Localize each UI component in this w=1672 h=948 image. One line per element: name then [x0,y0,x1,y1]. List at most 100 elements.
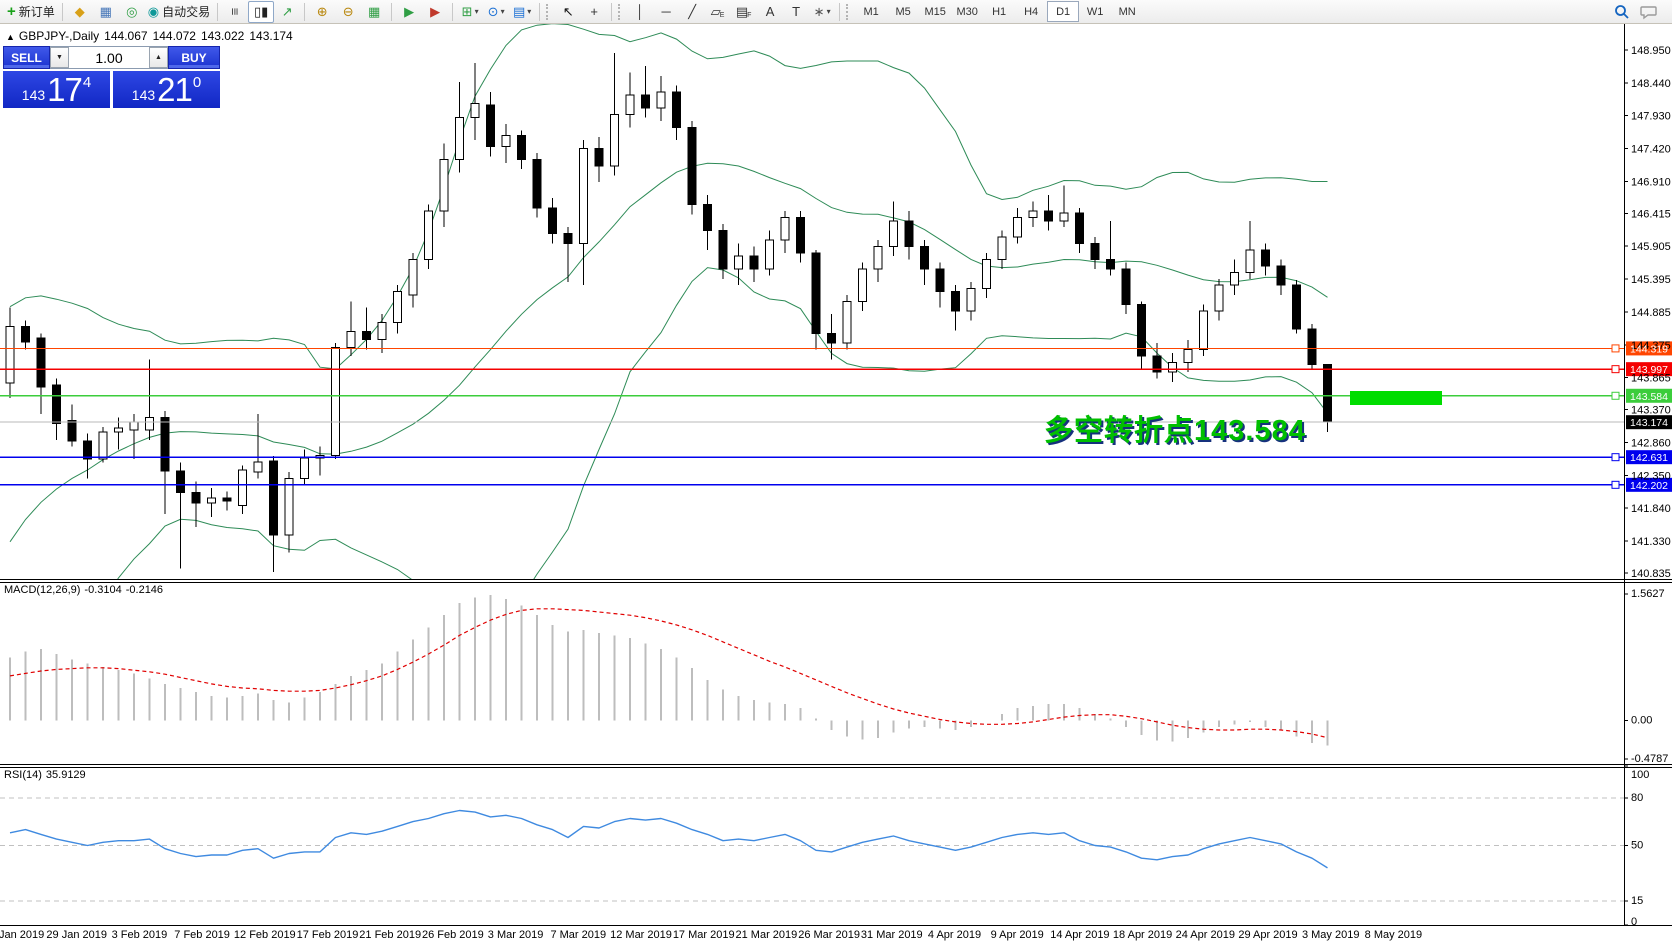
price-tick-label: 143.865 [1631,373,1671,385]
line-handle[interactable] [1611,344,1620,353]
timeframe-m5-button[interactable]: M5 [895,5,911,18]
volume-input[interactable]: 1.00 [69,47,149,68]
cursor-button[interactable]: ↖ [555,1,581,23]
periods-button[interactable]: ⊙ ▾ [483,1,509,23]
cursor-icon: ↖ [562,4,574,19]
bar-chart-type-button[interactable]: ≡ [222,1,248,23]
text-label-icon: T [792,4,801,19]
date-tick-label: 3 Mar 2019 [488,929,544,941]
horizontal-line-button[interactable]: ─ [653,1,679,23]
date-tick-label: 17 Feb 2019 [297,929,359,941]
buy-button[interactable]: BUY [168,46,220,69]
volume-decrease-button[interactable]: ▼ [50,47,69,68]
date-tick-label: 21 Mar 2019 [736,929,798,941]
crosshair-button[interactable]: + [581,1,607,23]
buy-price-display[interactable]: 143 21 0 [113,71,220,108]
text-button[interactable]: A [757,1,783,23]
macd-value-1: -0.3104 [84,584,122,596]
zoom-in-icon: ⊕ [316,4,328,19]
selected-line-highlight[interactable] [1350,391,1442,405]
tb-grip [546,3,551,20]
timeframe-m30-button[interactable]: M30 [956,5,978,18]
line-handle[interactable] [1611,453,1620,462]
autotrading-button[interactable]: ◉ 自动交易 [145,1,213,23]
indicators-icon: ⊞ [461,4,473,19]
date-tick-label: 12 Mar 2019 [610,929,672,941]
chat-icon[interactable] [1640,4,1658,20]
zoom-out-button[interactable]: ⊖ [335,1,361,23]
line-chart-type-button[interactable]: ↗ [274,1,300,23]
timeframe-h1-button[interactable]: H1 [992,5,1007,18]
search-icon[interactable] [1614,4,1630,20]
sell-button[interactable]: SELL [3,46,50,69]
date-tick-label: 29 Jan 2019 [46,929,107,941]
svg-text:144.319: 144.319 [1630,343,1668,355]
autotrading-button-label: 自动交易 [162,4,211,19]
new-order-button[interactable]: + 新订单 [4,1,58,23]
horizontal-line-icon: ─ [661,4,671,19]
candlestick-chart-type-button[interactable]: ▯▮ [248,0,275,23]
vertical-line-icon: │ [636,4,645,19]
dropdown-arrow-icon[interactable]: ▾ [474,6,479,16]
chart-shift-button[interactable]: ▶ [422,1,448,23]
tb-sep [539,2,541,21]
templates-icon: ▤ [512,4,526,19]
tb-sep [304,2,306,21]
open-value: 144.067 [104,29,148,43]
equidistant-channel-button[interactable]: ▱ E [705,1,731,23]
text-label-button[interactable]: T [783,1,809,23]
price-tick-label: 147.420 [1631,144,1671,156]
fibonacci-button[interactable]: ▤ F [731,1,757,23]
volume-increase-button[interactable]: ▲ [149,47,168,68]
date-tick-label: 17 Mar 2019 [673,929,735,941]
horizontal-level-lines[interactable] [0,344,1624,489]
rsi-value: 35.9129 [45,769,86,781]
sell-price-display[interactable]: 143 17 4 [3,71,110,108]
date-tick-label: 3 Feb 2019 [112,929,168,941]
vertical-line-button[interactable]: │ [627,1,653,23]
date-tick-label: 9 Apr 2019 [991,929,1044,941]
tile-windows-button[interactable]: ▦ [361,1,387,23]
price-tick-label: 140.835 [1631,568,1671,580]
dropdown-arrow-icon[interactable]: ▾ [527,6,532,16]
fibonacci-icon: ▤ [735,4,749,19]
macd-indicator [9,593,1628,760]
price-axis[interactable] [1624,49,1672,574]
trendline-button[interactable]: ╱ [679,1,705,23]
line-handle[interactable] [1611,365,1620,374]
dropdown-arrow-icon[interactable]: ▾ [500,6,505,16]
indicators-button[interactable]: ⊞ ▾ [457,1,483,23]
svg-text:142.202: 142.202 [1630,480,1668,492]
text-icon: A [765,4,775,19]
bollinger-bands [9,24,1328,579]
templates-button[interactable]: ▤ ▾ [509,1,535,23]
price-tag [1626,415,1672,430]
timeframe-d1-button[interactable]: D1 [1047,1,1080,22]
navigator-button[interactable]: ◎ [119,1,145,23]
date-tick-label: 26 Feb 2019 [422,929,484,941]
timeframe-w1-button[interactable]: W1 [1086,5,1104,18]
arrows-button[interactable]: ∗ ▾ [809,1,835,23]
timeframe-m1-button[interactable]: M1 [863,5,879,18]
price-tag [1626,450,1672,465]
line-handle[interactable] [1611,391,1620,400]
dropdown-arrow-icon[interactable]: ▾ [826,6,831,16]
data-window-button[interactable]: ▦ [93,1,119,23]
price-tick-label: 144.375 [1631,340,1671,352]
auto-scroll-button[interactable]: ▶ [396,1,422,23]
timeframe-h4-button[interactable]: H4 [1024,5,1039,18]
market-watch-button[interactable]: ◆ [67,1,93,23]
price-tick-label: 141.330 [1631,536,1671,548]
icon-subscript: F [747,12,752,19]
turning-point-annotation[interactable]: 多空转折点143.584 [1044,415,1306,447]
zoom-in-button[interactable]: ⊕ [309,1,335,23]
macd-tick-label: 1.5627 [1631,588,1665,600]
line-handle[interactable] [1611,480,1620,489]
periods-icon: ⊙ [487,4,499,19]
macd-signal-line [9,608,1328,739]
timeframe-m15-button[interactable]: M15 [924,5,946,18]
date-tick-label: 21 Feb 2019 [359,929,421,941]
timeframe-mn-button[interactable]: MN [1118,5,1136,18]
macd-tick-label: -0.4787 [1631,753,1668,765]
